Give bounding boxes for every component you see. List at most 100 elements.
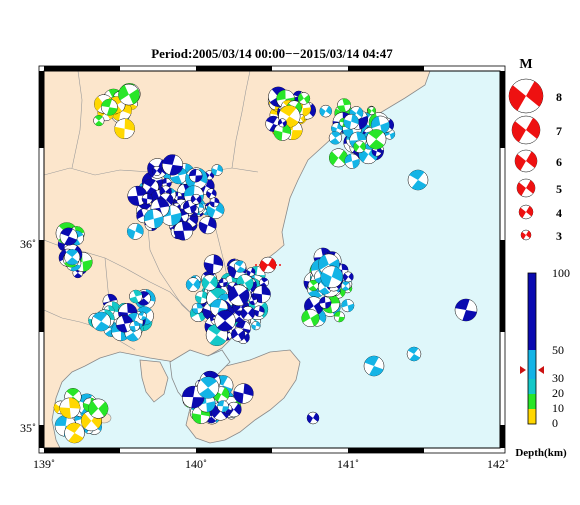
frame-check — [500, 425, 505, 448]
earthquake-mechanism — [230, 327, 246, 342]
magnitude-symbol — [520, 229, 532, 241]
map-border-scale — [38, 65, 506, 454]
x-tick-label: 139˚ — [33, 457, 55, 471]
earthquake-mechanism — [217, 400, 229, 413]
magnitude-label: 7 — [556, 124, 562, 138]
earthquake-mechanism — [126, 223, 144, 240]
earthquake-mechanism — [211, 164, 223, 176]
x-tick-label: 142˚ — [487, 457, 509, 471]
magnitude-legend: M 8 7 6 5 4 3 — [508, 57, 562, 243]
magnitude-symbol — [514, 149, 538, 173]
earthquake-mechanism — [88, 398, 109, 419]
depth-band-deep — [528, 273, 536, 350]
earthquake-mechanism — [91, 311, 111, 332]
earthquake-mechanism — [114, 118, 135, 140]
depth-marker-left — [520, 366, 526, 374]
frame-check — [500, 71, 505, 148]
x-tick-label: 141˚ — [337, 457, 359, 471]
depth-band-shallow-mid — [528, 379, 536, 394]
magnitude-symbol — [518, 204, 534, 220]
miura-peninsula — [139, 359, 169, 403]
earthquake-mechanism — [93, 115, 105, 127]
magnitude-label: 8 — [556, 90, 562, 104]
earthquake-mechanism — [342, 271, 354, 283]
frame-outline — [38, 65, 506, 454]
earthquake-mechanism — [203, 254, 224, 274]
depth-band-shallow — [528, 394, 536, 409]
earthquake-mechanism — [320, 265, 344, 289]
earthquake-mechanism — [198, 216, 217, 235]
magnitude-symbol — [511, 115, 541, 145]
frame-check — [39, 240, 44, 332]
y-tick-label: 36˚ — [20, 237, 36, 251]
earthquake-mechanism — [209, 197, 220, 208]
depth-label: 0 — [552, 416, 558, 430]
magnitude-symbols — [508, 78, 544, 241]
earthquake-mechanism — [115, 315, 134, 333]
magnitude-label: 3 — [556, 229, 562, 243]
earthquake-mechanism — [319, 104, 333, 118]
earthquake-mechanism — [307, 279, 319, 292]
frame-check — [196, 66, 272, 71]
earthquake-mechanism — [143, 208, 164, 229]
x-axis-labels: 139˚ 140˚ 141˚ 142˚ — [33, 457, 509, 471]
magnitude-label: 6 — [556, 155, 562, 169]
depth-label: 30 — [552, 371, 564, 385]
earthquake-mechanism — [188, 168, 203, 183]
depth-label: 20 — [552, 386, 564, 400]
earthquake-mechanism — [343, 113, 359, 130]
earthquake-mechanism — [301, 309, 320, 328]
x-tick-label: 140˚ — [185, 457, 207, 471]
earthquake-mechanism — [363, 355, 385, 377]
depth-band-mid — [528, 350, 536, 379]
earthquake-mechanism — [306, 411, 320, 425]
map-area — [43, 70, 501, 449]
earthquake-mechanism — [118, 83, 140, 106]
earthquake-mechanism — [185, 277, 201, 292]
earthquake-mechanism — [195, 290, 209, 305]
y-tick-label: 35˚ — [20, 421, 36, 435]
earthquake-mechanism — [64, 249, 81, 266]
earthquake-mechanism — [182, 200, 197, 214]
earthquake-mechanism — [319, 296, 332, 309]
magnitude-label: 4 — [556, 206, 562, 220]
earthquake-mechanism — [173, 221, 194, 241]
earthquake-mechanism — [214, 310, 236, 332]
earthquake-mechanism — [161, 154, 184, 176]
earthquake-mechanism — [201, 274, 218, 291]
earthquake-mechanism — [64, 422, 85, 444]
period-title: Period:2005/03/14 00:00−−2015/03/14 04:4… — [151, 46, 393, 61]
earthquake-mechanisms — [53, 83, 478, 444]
earthquake-mechanism — [333, 311, 345, 323]
depth-colorbar-frame — [527, 272, 537, 425]
earthquake-mechanism — [454, 298, 478, 322]
depth-colorbar: 100 50 30 20 10 0 Depth(km) — [515, 266, 570, 459]
earthquake-mechanism — [240, 306, 256, 321]
earthquake-mechanism — [406, 346, 422, 362]
earthquake-mechanism — [253, 305, 265, 317]
depth-band-surface — [528, 409, 536, 424]
depth-label: 10 — [552, 401, 564, 415]
earthquake-mechanism — [328, 148, 348, 168]
frame-check — [39, 71, 44, 148]
earthquake-mechanism — [151, 165, 162, 176]
earthquake-mechanism — [367, 106, 377, 115]
earthquake-mechanism — [227, 284, 250, 307]
y-axis-labels: 36˚ 35˚ — [20, 237, 36, 435]
frame-check — [196, 448, 272, 453]
earthquake-mechanism — [273, 123, 292, 141]
earthquake-mechanism — [407, 169, 429, 191]
frame-check — [500, 240, 505, 332]
earthquake-mechanism — [253, 285, 271, 304]
magnitude-label: 5 — [556, 182, 562, 196]
earthquake-mechanism — [277, 118, 287, 128]
earthquake-mechanism — [233, 383, 254, 404]
frame-check — [39, 425, 44, 448]
earthquake-mechanism — [218, 278, 228, 288]
earthquake-mechanism — [337, 98, 352, 113]
earthquake-mechanism — [246, 267, 256, 277]
earthquake-mechanism — [206, 188, 217, 199]
earthquake-mechanism — [328, 131, 342, 145]
earthquake-mechanism — [251, 320, 261, 331]
